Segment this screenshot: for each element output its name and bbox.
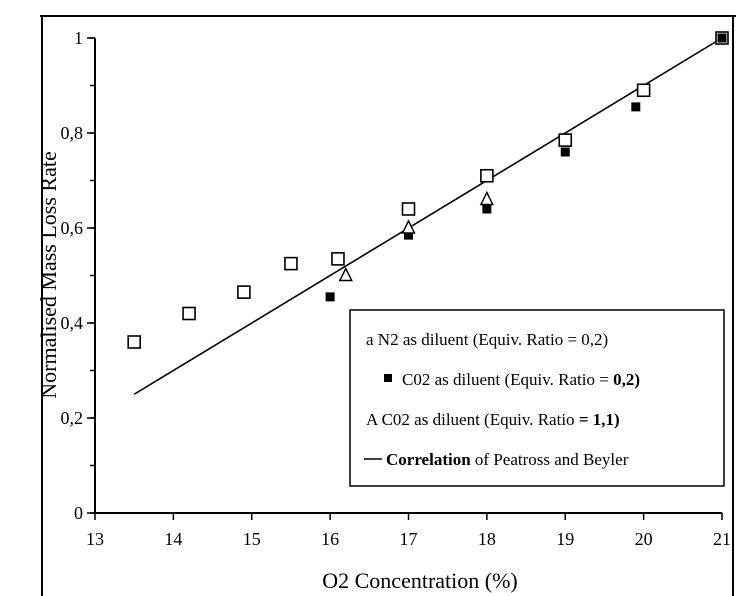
n2-point (401, 202, 416, 216)
y-tick-label: 0 (74, 503, 83, 523)
n2-point (182, 306, 196, 321)
x-tick-label: 21 (713, 529, 731, 549)
data-points (127, 31, 729, 349)
y-tick-label: 1 (74, 28, 83, 48)
legend-label: C02 as diluent (Equiv. Ratio = 0,2) (402, 370, 640, 389)
y-axis-title: Normalised Mass Loss Rate (36, 151, 61, 398)
legend-entry: C02 as diluent (Equiv. Ratio = 0,2) (384, 370, 640, 389)
y-tick-label: 0,4 (61, 313, 84, 333)
x-tick-label: 20 (635, 529, 653, 549)
x-tick-label: 19 (556, 529, 574, 549)
co2-11-point (338, 266, 353, 282)
co2-02-point (404, 230, 413, 240)
legend-entry: A C02 as diluent (Equiv. Ratio = 1,1) (366, 410, 620, 429)
legend-label: Correlation of Peatross and Beyler (386, 450, 629, 469)
x-tick-label: 14 (164, 529, 182, 549)
legend: a N2 as diluent (Equiv. Ratio = 0,2) C02 … (349, 309, 725, 487)
correlation-line-segment (133, 37, 723, 395)
co2-02-point (325, 292, 335, 302)
legend-entry: Correlation of Peatross and Beyler (364, 450, 629, 469)
n2-point (558, 133, 573, 147)
n2-point (331, 252, 345, 266)
co2-02-point (482, 204, 492, 214)
legend-label: a N2 as diluent (Equiv. Ratio = 0,2) (366, 330, 608, 349)
co2-02-point (560, 147, 570, 157)
axis-ticks: 13 14 15 16 17 18 19 20 21 0 0,2 0,4 0,6 0,8 1 (61, 28, 732, 549)
co2-11-point (401, 219, 416, 234)
x-tick-label: 13 (86, 529, 104, 549)
legend-entry: a N2 as diluent (Equiv. Ratio = 0,2) (366, 330, 608, 349)
n2-point (480, 168, 494, 183)
legend-marker-filled-square (384, 374, 392, 382)
co2-02-point (631, 102, 641, 112)
y-tick-label: 0,6 (61, 218, 84, 238)
y-tick-label: 0,8 (61, 123, 84, 143)
x-tick-label: 15 (243, 529, 261, 549)
x-tick-label: 18 (478, 529, 496, 549)
n2-point (127, 335, 141, 349)
n2-point (237, 285, 251, 299)
co2-02-point (717, 33, 727, 43)
x-tick-label: 16 (321, 529, 339, 549)
co2-11-point (479, 190, 495, 206)
x-axis-title: O2 Concentration (%) (322, 568, 518, 593)
y-tick-label: 0,2 (61, 408, 84, 428)
legend-label: A C02 as diluent (Equiv. Ratio = 1,1) (366, 410, 620, 429)
n2-point (636, 83, 651, 98)
correlation-line (133, 37, 723, 395)
x-tick-label: 17 (400, 529, 418, 549)
legend-box (349, 309, 725, 487)
n2-point (284, 256, 298, 271)
